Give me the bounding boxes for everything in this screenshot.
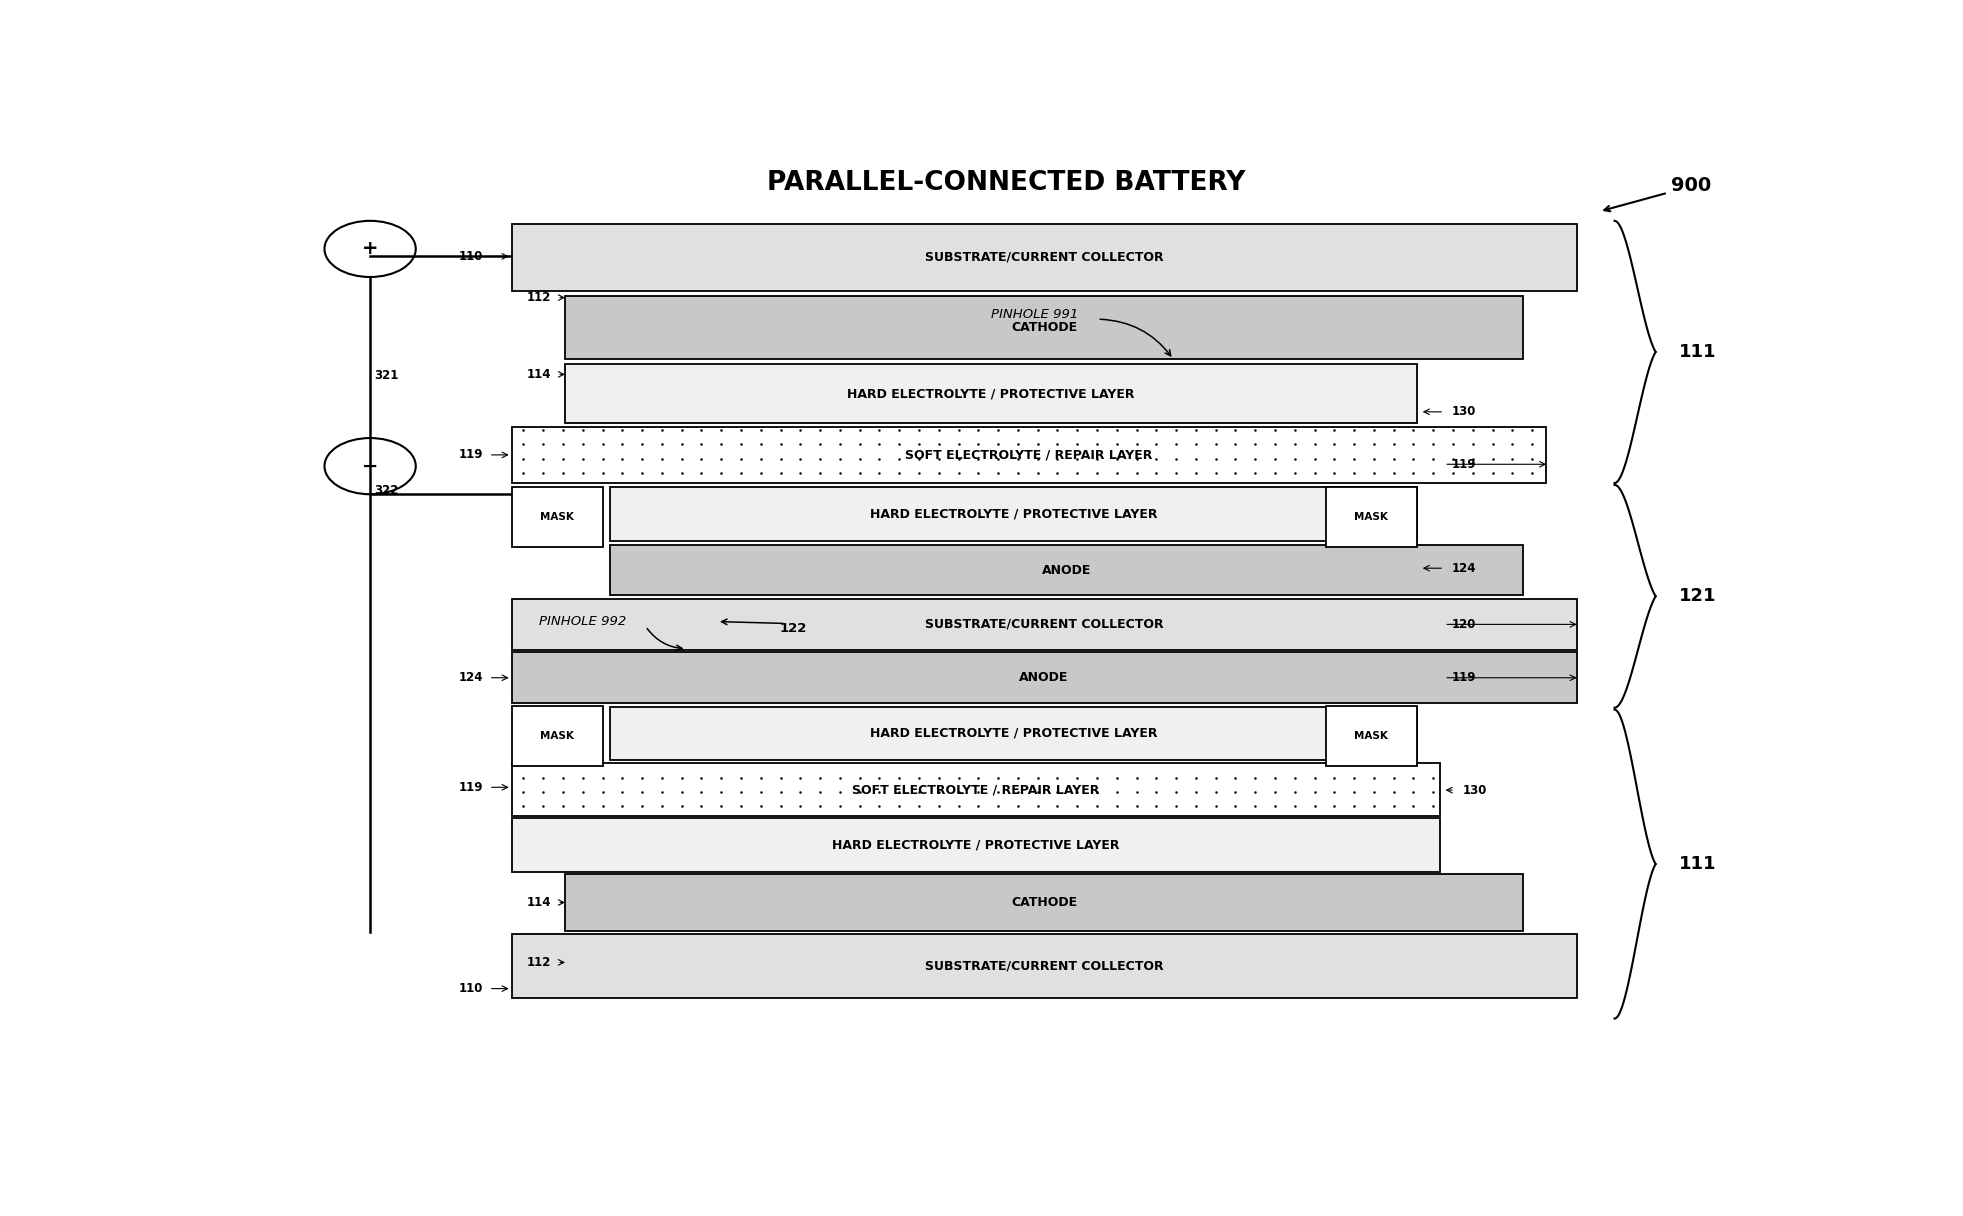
Text: 122: 122	[779, 621, 807, 635]
Text: 114: 114	[526, 896, 552, 910]
Text: HARD ELECTROLYTE / PROTECTIVE LAYER: HARD ELECTROLYTE / PROTECTIVE LAYER	[870, 727, 1158, 741]
Text: HARD ELECTROLYTE / PROTECTIVE LAYER: HARD ELECTROLYTE / PROTECTIVE LAYER	[832, 838, 1119, 851]
Text: SUBSTRATE/CURRENT COLLECTOR: SUBSTRATE/CURRENT COLLECTOR	[925, 959, 1164, 973]
Text: 900: 900	[1671, 176, 1712, 195]
Text: 112: 112	[526, 956, 552, 969]
Text: 111: 111	[1678, 855, 1716, 873]
Text: ANODE: ANODE	[1019, 671, 1068, 685]
Text: HARD ELECTROLYTE / PROTECTIVE LAYER: HARD ELECTROLYTE / PROTECTIVE LAYER	[870, 507, 1158, 520]
Bar	[610, 486, 1417, 541]
Bar	[512, 599, 1576, 649]
Bar	[1325, 486, 1417, 547]
Text: −: −	[361, 457, 379, 475]
Text: 119: 119	[457, 449, 483, 461]
Bar	[512, 653, 1576, 703]
Text: MASK: MASK	[1354, 512, 1388, 522]
Text: 130: 130	[1462, 783, 1486, 796]
Bar	[512, 705, 603, 766]
Text: PARALLEL-CONNECTED BATTERY: PARALLEL-CONNECTED BATTERY	[768, 170, 1245, 196]
Text: MASK: MASK	[540, 731, 575, 741]
Text: 110: 110	[457, 983, 483, 995]
Bar	[610, 706, 1417, 760]
Bar	[512, 818, 1439, 872]
Bar	[1325, 705, 1417, 766]
Text: 321: 321	[375, 368, 398, 382]
Text: SUBSTRATE/CURRENT COLLECTOR: SUBSTRATE/CURRENT COLLECTOR	[925, 250, 1164, 264]
Text: 111: 111	[1678, 343, 1716, 361]
Text: ANODE: ANODE	[1042, 563, 1091, 576]
Bar	[512, 427, 1547, 483]
Text: PINHOLE 991: PINHOLE 991	[991, 308, 1078, 321]
Text: 120: 120	[1453, 618, 1476, 631]
Text: +: +	[361, 240, 379, 259]
Text: 124: 124	[457, 671, 483, 685]
Text: HARD ELECTROLYTE / PROTECTIVE LAYER: HARD ELECTROLYTE / PROTECTIVE LAYER	[848, 387, 1135, 400]
Bar	[610, 545, 1523, 596]
Bar	[512, 486, 603, 547]
Text: 130: 130	[1453, 405, 1476, 418]
Text: 121: 121	[1678, 587, 1716, 606]
Bar	[565, 364, 1417, 423]
Text: CATHODE: CATHODE	[1011, 896, 1078, 910]
Text: PINHOLE 992: PINHOLE 992	[540, 615, 626, 629]
Text: 322: 322	[375, 484, 398, 497]
Text: MASK: MASK	[540, 512, 575, 522]
Bar	[565, 874, 1523, 930]
Bar	[512, 934, 1576, 998]
Bar	[512, 762, 1439, 816]
Text: 119: 119	[1453, 457, 1476, 471]
Text: 114: 114	[526, 368, 552, 381]
Text: SUBSTRATE/CURRENT COLLECTOR: SUBSTRATE/CURRENT COLLECTOR	[925, 618, 1164, 631]
Text: 119: 119	[1453, 671, 1476, 685]
Text: 110: 110	[457, 250, 483, 263]
Text: SOFT ELECTROLYTE / REPAIR LAYER: SOFT ELECTROLYTE / REPAIR LAYER	[852, 783, 1099, 796]
Text: 119: 119	[457, 781, 483, 794]
Text: 112: 112	[526, 291, 552, 304]
Text: MASK: MASK	[1354, 731, 1388, 741]
Text: SOFT ELECTROLYTE / REPAIR LAYER: SOFT ELECTROLYTE / REPAIR LAYER	[905, 449, 1152, 461]
Bar	[565, 295, 1523, 360]
Bar	[512, 224, 1576, 291]
Text: CATHODE: CATHODE	[1011, 321, 1078, 334]
Text: 124: 124	[1453, 562, 1476, 575]
